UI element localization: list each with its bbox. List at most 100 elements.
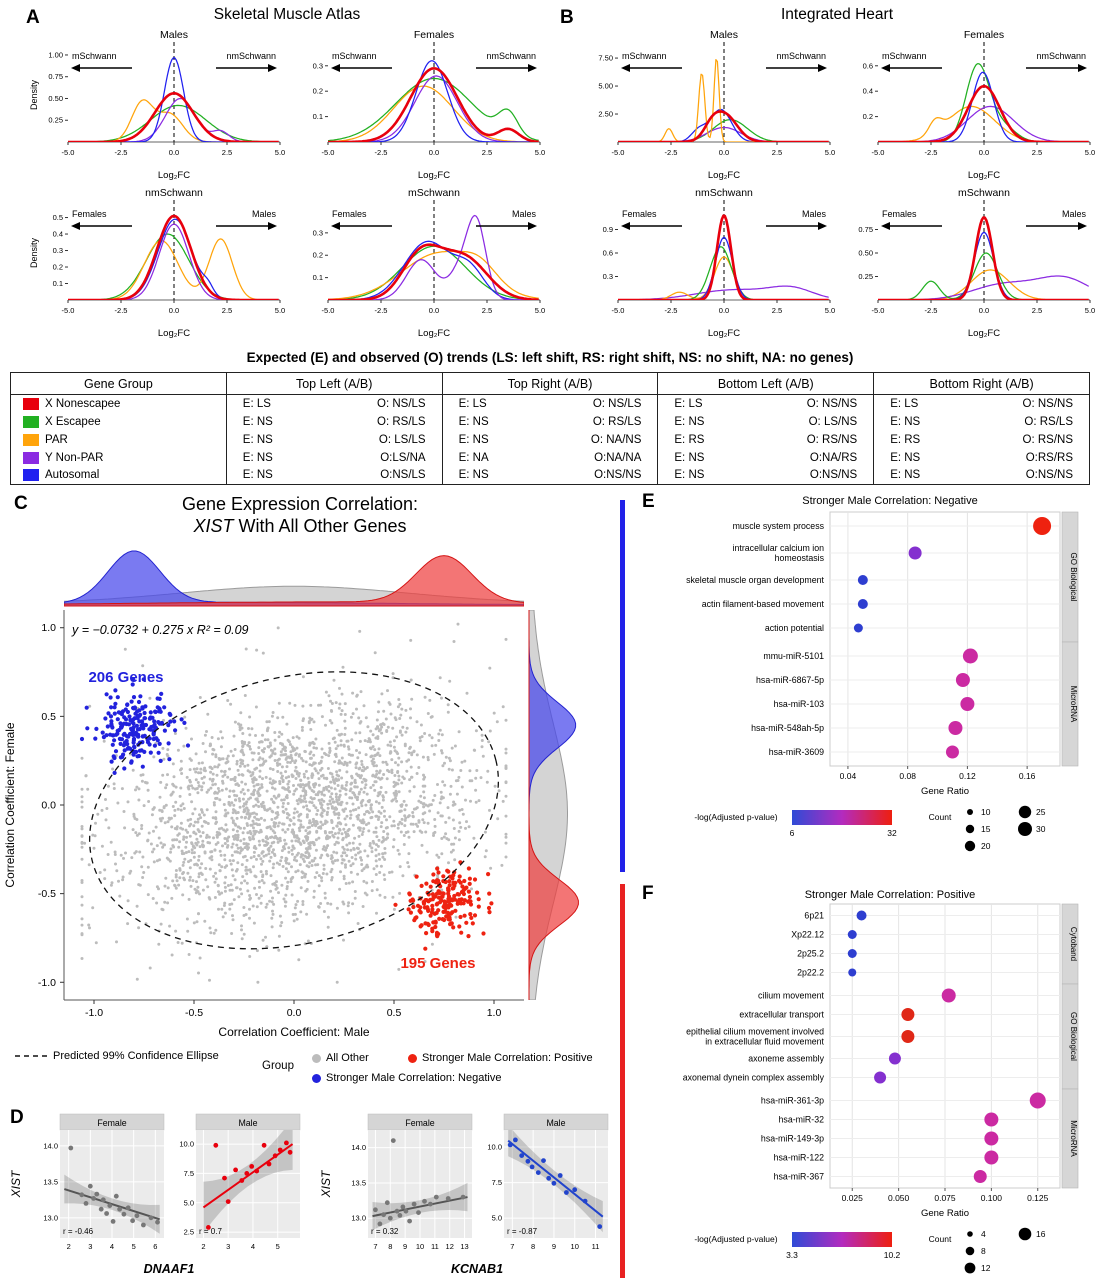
x-tick-label: 0.08 bbox=[899, 771, 916, 781]
y-tick-label: -1.0 bbox=[38, 977, 56, 989]
trend-cell: E: NS O: NA/NS bbox=[441, 430, 658, 449]
count-bubble bbox=[967, 809, 973, 815]
x-tick-label: 0.025 bbox=[842, 1193, 864, 1203]
left-group-label: Females bbox=[882, 209, 917, 219]
xist-italic: XIST bbox=[193, 516, 234, 536]
dot bbox=[962, 648, 978, 664]
count-value: 8 bbox=[981, 1246, 986, 1256]
y-tick-label: 7.50 bbox=[598, 54, 613, 63]
y-tick-label: 13.0 bbox=[43, 1213, 58, 1222]
gradient-max: 10.2 bbox=[884, 1250, 901, 1260]
density-curve-orange bbox=[618, 256, 829, 300]
y-tick-label: 13.0 bbox=[351, 1214, 366, 1223]
x-tick-label: -2.5 bbox=[925, 148, 938, 157]
x-tick-label: 0.0 bbox=[979, 148, 989, 157]
blue-group-bar bbox=[620, 500, 625, 872]
legend-item-label: Stronger Male Correlation: Positive bbox=[422, 1052, 593, 1064]
points bbox=[373, 1138, 466, 1227]
regression-line bbox=[372, 1196, 468, 1218]
density-curve-purple bbox=[328, 214, 539, 300]
count-value: 4 bbox=[981, 1229, 986, 1239]
density-curve-green bbox=[618, 246, 829, 300]
x-tick-label: 0.0 bbox=[169, 306, 179, 315]
trend-cell: E: NS O:NA/RS bbox=[657, 448, 874, 467]
x-tick-label: -5.0 bbox=[62, 306, 75, 315]
observed-value: O: NS/LS bbox=[377, 397, 426, 410]
trend-cell: E: NS O:RS/RS bbox=[873, 448, 1090, 467]
dotplot-title: Stronger Male Correlation: Positive bbox=[805, 889, 976, 901]
row-label: action potential bbox=[765, 623, 824, 633]
density-plot-a-bottom-left: nmSchwann Females Males -5.0 -2.5 0.0 2.5 5.0 0.… bbox=[29, 187, 285, 339]
x-tick-label: 8 bbox=[531, 1242, 535, 1251]
x-tick-label: -5.0 bbox=[322, 306, 335, 315]
density-curve-purple bbox=[68, 97, 279, 142]
table-col-header: Top Right (A/B) bbox=[441, 372, 658, 395]
cluster-all-other bbox=[80, 622, 508, 984]
y-tick-label: 0.1 bbox=[313, 112, 323, 121]
row-label: hsa-miR-122 bbox=[774, 1153, 824, 1163]
dotplot-positive: Stronger Male Correlation: Positive 0.025… bbox=[683, 889, 1079, 1274]
ellipse-legend: Predicted 99% Confidence Ellipse bbox=[14, 1050, 219, 1062]
y-tick-label: 14.0 bbox=[43, 1141, 58, 1150]
x-tick-label: -2.5 bbox=[115, 306, 128, 315]
expected-value: E: NS bbox=[890, 415, 921, 428]
x-tick-label: 7 bbox=[510, 1242, 514, 1251]
observed-value: O:NS/NS bbox=[809, 469, 858, 482]
dot bbox=[948, 721, 963, 735]
density-curves bbox=[878, 216, 1089, 300]
panel-c-title-line1: Gene Expression Correlation: bbox=[181, 494, 419, 514]
x-tick-label: 0.0 bbox=[287, 1007, 302, 1019]
scatter-main-plot: -1.0 -0.5 0.0 0.5 1.0 1.0 0.5 0.0 -0.5 -1.0 y = −0… bbox=[3, 610, 524, 1039]
x-tick-label: -2.5 bbox=[665, 148, 678, 157]
row-label: axonemal dynein complex assembly bbox=[683, 1073, 825, 1083]
subplot-title: Males bbox=[160, 29, 188, 41]
row-label: hsa-miR-149-3p bbox=[761, 1134, 824, 1144]
y-axis-label: Correlation Coefficient: Female bbox=[3, 722, 17, 888]
density-curve-green bbox=[878, 63, 1089, 142]
facet-label: GO Biological bbox=[1069, 553, 1078, 602]
row-label: homeostasis bbox=[775, 553, 825, 563]
y-tick-label: 7.5 bbox=[492, 1178, 502, 1187]
expected-value: E: RS bbox=[674, 433, 705, 446]
marginal-density bbox=[528, 610, 579, 1000]
x-tick-label: 0.5 bbox=[387, 1007, 402, 1019]
regression-group bbox=[202, 1130, 294, 1234]
density-curve-blue bbox=[68, 57, 279, 142]
x-tick-label: 5 bbox=[132, 1242, 136, 1251]
right-arrow-icon bbox=[1078, 64, 1087, 72]
x-tick-label: -5.0 bbox=[612, 148, 625, 157]
right-group-label: nmSchwann bbox=[776, 51, 826, 61]
observed-value: O: LS/LS bbox=[378, 433, 426, 446]
x-tick-label: 7 bbox=[373, 1242, 377, 1251]
row-label: epithelial cilium movement involved bbox=[686, 1027, 824, 1037]
density-curves bbox=[68, 214, 279, 300]
x-tick-label: 5.0 bbox=[535, 306, 545, 315]
x-tick-label: 4 bbox=[110, 1242, 114, 1251]
dot bbox=[1029, 1092, 1046, 1109]
panel-f-label: F bbox=[642, 883, 654, 904]
observed-value: O: NA/NS bbox=[590, 433, 642, 446]
y-tick-label: 0.1 bbox=[313, 273, 323, 282]
count-legend-label: Count bbox=[929, 1234, 952, 1244]
observed-value: O:LS/NA bbox=[380, 451, 426, 464]
density-curve-red bbox=[68, 92, 279, 142]
left-arrow-icon bbox=[621, 64, 630, 72]
left-arrow-icon bbox=[71, 64, 80, 72]
facet-label: MicroRNA bbox=[1069, 686, 1078, 723]
expected-value: E: LS bbox=[674, 397, 703, 410]
table-caption: Expected (E) and observed (O) trends (LS… bbox=[246, 350, 854, 365]
dot bbox=[941, 988, 956, 1003]
gradient-max: 32 bbox=[887, 828, 897, 838]
left-arrow-icon bbox=[331, 64, 340, 72]
density-curve-red bbox=[328, 243, 539, 300]
expected-value: E: NS bbox=[242, 415, 273, 428]
pvalue-gradient-bar bbox=[792, 810, 892, 825]
x-axis-label: Gene Ratio bbox=[921, 1208, 969, 1219]
density-curve-orange bbox=[878, 269, 1089, 300]
row-label: actin filament-based movement bbox=[702, 599, 825, 609]
trend-table-wrap: Gene Group Top Left (A/B) Top Right (A/B) B… bbox=[10, 372, 1090, 485]
cluster-stronger-male-positive bbox=[393, 860, 494, 951]
y-tick-label: 0.4 bbox=[53, 230, 63, 239]
trend-cell: E: NS O: LS/LS bbox=[225, 430, 443, 449]
y-tick-label: 0.9 bbox=[603, 225, 613, 234]
